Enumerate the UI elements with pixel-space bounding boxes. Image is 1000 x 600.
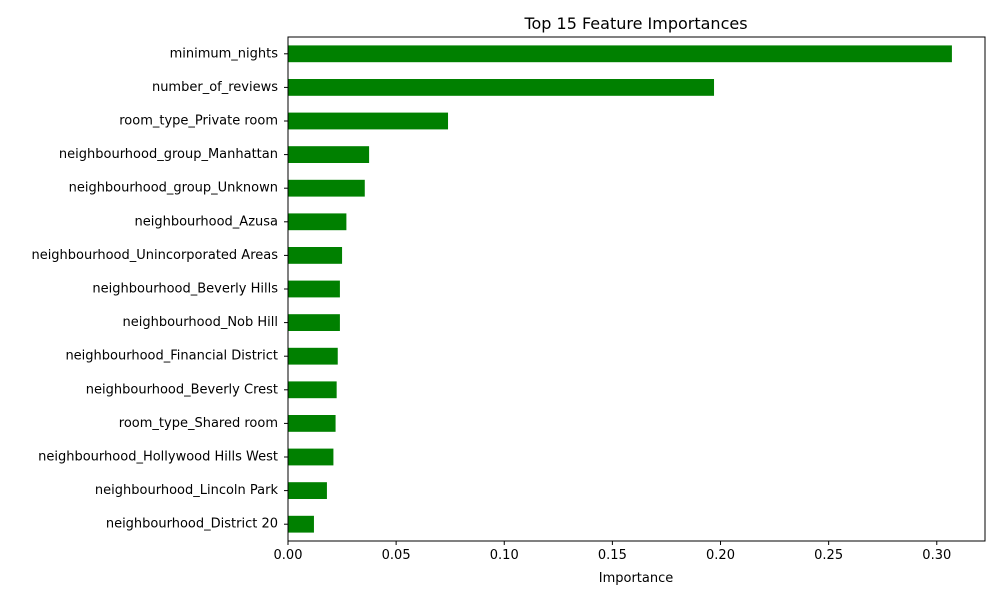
y-tick-label: neighbourhood_group_Manhattan	[59, 147, 278, 162]
bar-12	[288, 448, 334, 466]
x-tick-label: 0.20	[706, 548, 735, 563]
bar-9	[288, 347, 338, 365]
bar-13	[288, 482, 327, 499]
y-tick-label: neighbourhood_Nob Hill	[123, 315, 278, 330]
x-tick-label: 0.25	[814, 548, 843, 563]
y-tick-label: minimum_nights	[170, 46, 279, 61]
y-tick-label: number_of_reviews	[152, 80, 278, 95]
y-tick-label: neighbourhood_District 20	[106, 517, 278, 532]
bar-4	[288, 179, 365, 197]
y-tick-label: neighbourhood_Lincoln Park	[95, 483, 279, 498]
bar-6	[288, 247, 343, 264]
x-axis-title: Importance	[599, 571, 674, 586]
y-tick-label: room_type_Private room	[119, 114, 278, 129]
bar-2	[288, 112, 449, 130]
x-tick-label: 0.10	[490, 548, 519, 563]
bar-14	[288, 515, 314, 533]
x-tick-label: 0.15	[598, 548, 627, 563]
y-tick-label: neighbourhood_Beverly Hills	[92, 282, 278, 297]
x-tick-label: 0.05	[382, 548, 411, 563]
y-tick-label: neighbourhood_Azusa	[135, 214, 279, 229]
bar-1	[288, 79, 715, 96]
bar-11	[288, 415, 336, 432]
y-tick-label: neighbourhood_Beverly Crest	[86, 382, 278, 397]
y-axis-ticks: minimum_nights number_of_reviews room_type…	[31, 46, 288, 532]
y-tick-label: neighbourhood_Financial District	[65, 349, 278, 364]
bars-group	[288, 45, 952, 533]
chart-title: Top 15 Feature Importances	[523, 14, 747, 33]
bar-10	[288, 381, 337, 399]
y-tick-label: neighbourhood_Hollywood Hills West	[38, 450, 278, 465]
bar-8	[288, 314, 340, 331]
x-tick-label: 0.00	[274, 548, 303, 563]
x-axis-ticks: 0.00 0.05 0.10 0.15 0.20 0.25 0.30	[274, 541, 951, 563]
y-tick-label: neighbourhood_Unincorporated Areas	[31, 248, 278, 263]
y-tick-label: neighbourhood_group_Unknown	[69, 181, 278, 196]
x-tick-label: 0.30	[922, 548, 951, 563]
bar-5	[288, 213, 347, 231]
bar-3	[288, 146, 370, 163]
bar-0	[288, 45, 952, 63]
y-tick-label: room_type_Shared room	[119, 416, 278, 431]
axes-frame	[287, 36, 986, 542]
bar-7	[288, 280, 340, 298]
